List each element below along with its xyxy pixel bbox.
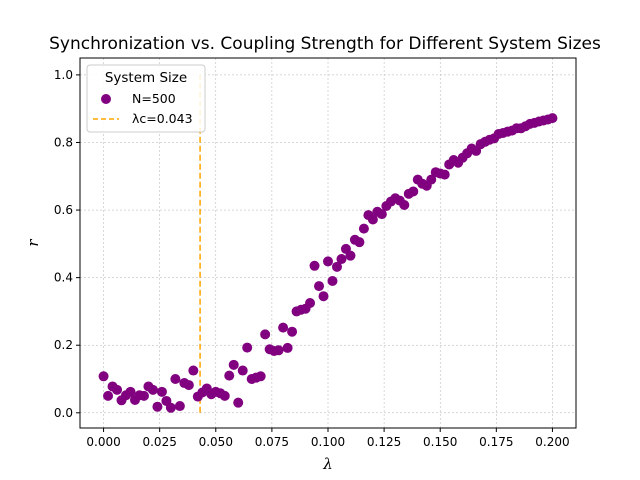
legend-marker-scatter: [101, 94, 111, 104]
scatter-point: [219, 390, 230, 401]
scatter-point: [165, 402, 176, 413]
legend-label-series: N=500: [132, 91, 176, 106]
scatter-point: [318, 291, 329, 302]
y-tick-label: 0.4: [54, 271, 73, 285]
scatter-point: [242, 342, 253, 353]
x-tick-label: 0.000: [86, 435, 120, 449]
x-axis-label: λ: [322, 455, 333, 473]
scatter-point: [224, 370, 235, 381]
scatter-point: [282, 342, 293, 353]
scatter-point: [103, 390, 114, 401]
scatter-point: [174, 401, 185, 412]
scatter-point: [327, 276, 338, 287]
scatter-point: [314, 281, 325, 292]
y-tick-label: 0.8: [54, 135, 73, 149]
x-tick-label: 0.125: [367, 435, 401, 449]
y-tick-label: 0.2: [54, 338, 73, 352]
scatter-point: [547, 113, 558, 124]
scatter-point: [278, 322, 289, 333]
scatter-point: [439, 169, 450, 180]
scatter-point: [309, 260, 320, 271]
x-tick-label: 0.200: [535, 435, 569, 449]
y-tick-label: 1.0: [54, 68, 73, 82]
legend-title: System Size: [105, 70, 187, 86]
y-axis-ticks: 0.0 0.2 0.4 0.6 0.8 1.0: [54, 68, 80, 420]
scatter-point: [273, 345, 284, 356]
legend-box: [86, 64, 206, 133]
x-tick-label: 0.025: [142, 435, 176, 449]
y-tick-label: 0.6: [54, 203, 73, 217]
legend-label-critical: λc=0.043: [132, 111, 193, 126]
scatter-point: [170, 374, 181, 385]
scatter-points: [98, 113, 558, 413]
x-tick-label: 0.150: [423, 435, 457, 449]
scatter-point: [323, 256, 333, 267]
scatter-point: [345, 250, 356, 261]
scatter-point: [426, 174, 437, 185]
scatter-point: [287, 326, 298, 337]
scatter-point: [112, 384, 123, 395]
scatter-point: [233, 397, 244, 408]
y-tick-label: 0.0: [54, 406, 73, 420]
scatter-point: [367, 214, 378, 225]
scatter-point: [255, 371, 266, 382]
scatter-point: [260, 329, 271, 340]
x-tick-label: 0.075: [255, 435, 289, 449]
x-tick-label: 0.050: [199, 435, 233, 449]
scatter-point: [125, 386, 136, 397]
scatter-point: [188, 365, 199, 376]
scatter-point: [152, 401, 163, 412]
scatter-point: [147, 384, 158, 395]
scatter-point: [156, 386, 167, 397]
scatter-point: [399, 199, 410, 210]
legend: System Size N=500 λc=0.043: [86, 64, 206, 133]
scatter-point: [237, 365, 248, 376]
scatter-point: [305, 297, 316, 308]
scatter-point: [358, 223, 369, 234]
x-axis-ticks: 0.000 0.025 0.050 0.075 0.100 0.125 0.150 0.175…: [86, 428, 570, 449]
chart-title: Synchronization vs. Coupling Strength fo…: [49, 34, 601, 54]
scatter-point: [98, 371, 109, 382]
scatter-point: [408, 186, 419, 197]
scatter-point: [336, 254, 347, 265]
y-axis-label: r: [24, 239, 42, 247]
scatter-point: [354, 237, 365, 248]
scatter-point: [138, 390, 149, 401]
scatter-point: [331, 261, 342, 272]
x-tick-label: 0.100: [311, 435, 345, 449]
scatter-point: [183, 380, 194, 391]
x-tick-label: 0.175: [479, 435, 513, 449]
scatter-point: [376, 209, 387, 220]
scatter-point: [228, 359, 239, 370]
